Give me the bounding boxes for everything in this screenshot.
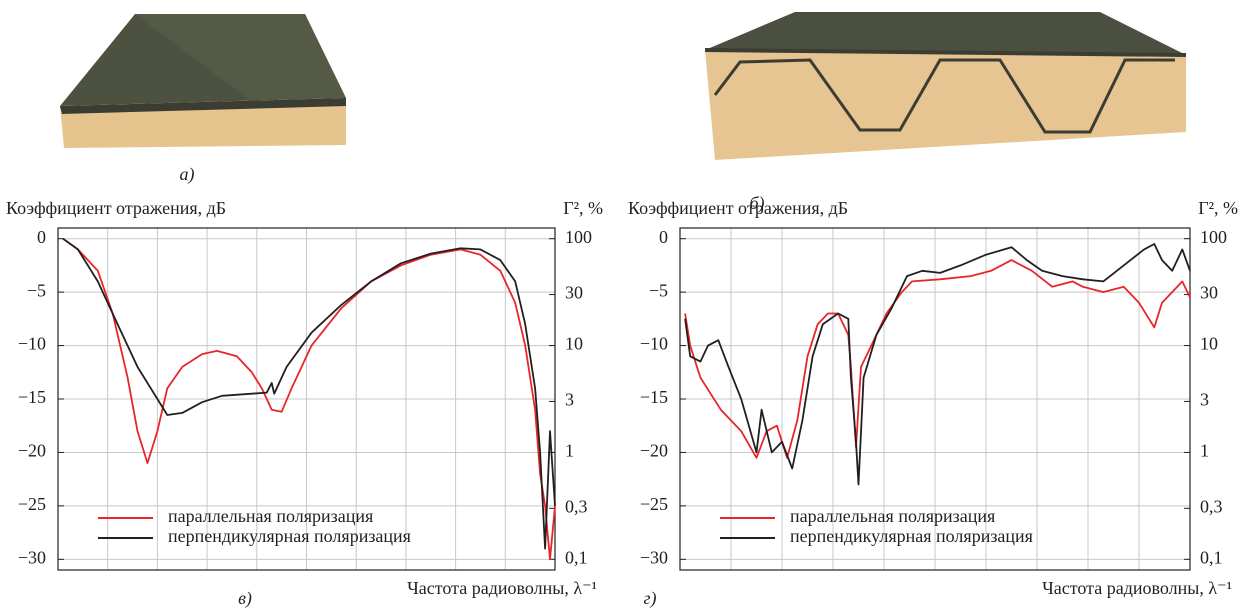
y2-tick-label: 30 <box>1200 283 1218 303</box>
legend-label: параллельная поляризация <box>790 506 995 526</box>
y2-tick-label: 0,1 <box>1200 547 1223 567</box>
legend-label: перпендикулярная поляризация <box>168 526 411 546</box>
y2-tick-label: 30 <box>565 283 583 303</box>
photo-b <box>705 12 1186 160</box>
y2-tick-label: 100 <box>565 227 592 247</box>
y-tick-label: −10 <box>18 334 46 354</box>
y-tick-label: −20 <box>18 441 46 461</box>
photo-a <box>60 14 346 148</box>
y2-tick-label: 1 <box>565 441 574 461</box>
y-tick-label: −10 <box>640 334 668 354</box>
y-tick-label: −5 <box>27 280 46 300</box>
y-tick-label: −15 <box>640 387 668 407</box>
y-axis-title: Коэффициент отражения, дБ <box>628 198 848 218</box>
x-axis-title: Частота радиоволны, λ⁻¹ <box>1042 578 1232 598</box>
y2-tick-label: 1 <box>1200 441 1209 461</box>
series-line <box>63 239 555 549</box>
y2-tick-label: 3 <box>565 390 574 410</box>
legend-label: перпендикулярная поляризация <box>790 526 1033 546</box>
y-tick-label: −25 <box>18 494 46 514</box>
y-tick-label: −30 <box>18 547 46 567</box>
y2-tick-label: 0,3 <box>565 496 588 516</box>
y2-tick-label: 0,1 <box>565 547 588 567</box>
y-axis-title: Коэффициент отражения, дБ <box>6 198 226 218</box>
y-tick-label: −30 <box>640 547 668 567</box>
panel-label: г) <box>643 588 656 609</box>
panel-label: а) <box>180 164 195 185</box>
figure: а) б) 0−5−10−15−20−25−301003010310,30,1К… <box>0 0 1242 610</box>
series-line <box>685 260 1190 458</box>
y-tick-label: −15 <box>18 387 46 407</box>
y2-axis-title: Γ², % <box>563 198 603 218</box>
legend-label: параллельная поляризация <box>168 506 373 526</box>
y-tick-label: 0 <box>37 227 46 247</box>
y2-tick-label: 10 <box>565 334 583 354</box>
y-tick-label: −25 <box>640 494 668 514</box>
y-tick-label: 0 <box>659 227 668 247</box>
x-axis-title: Частота радиоволны, λ⁻¹ <box>407 578 597 598</box>
y-tick-label: −20 <box>640 441 668 461</box>
y2-tick-label: 10 <box>1200 334 1218 354</box>
y-tick-label: −5 <box>649 280 668 300</box>
y2-tick-label: 0,3 <box>1200 496 1223 516</box>
y2-axis-title: Γ², % <box>1198 198 1238 218</box>
y2-tick-label: 100 <box>1200 227 1227 247</box>
y2-tick-label: 3 <box>1200 390 1209 410</box>
panel-label: в) <box>238 588 252 609</box>
